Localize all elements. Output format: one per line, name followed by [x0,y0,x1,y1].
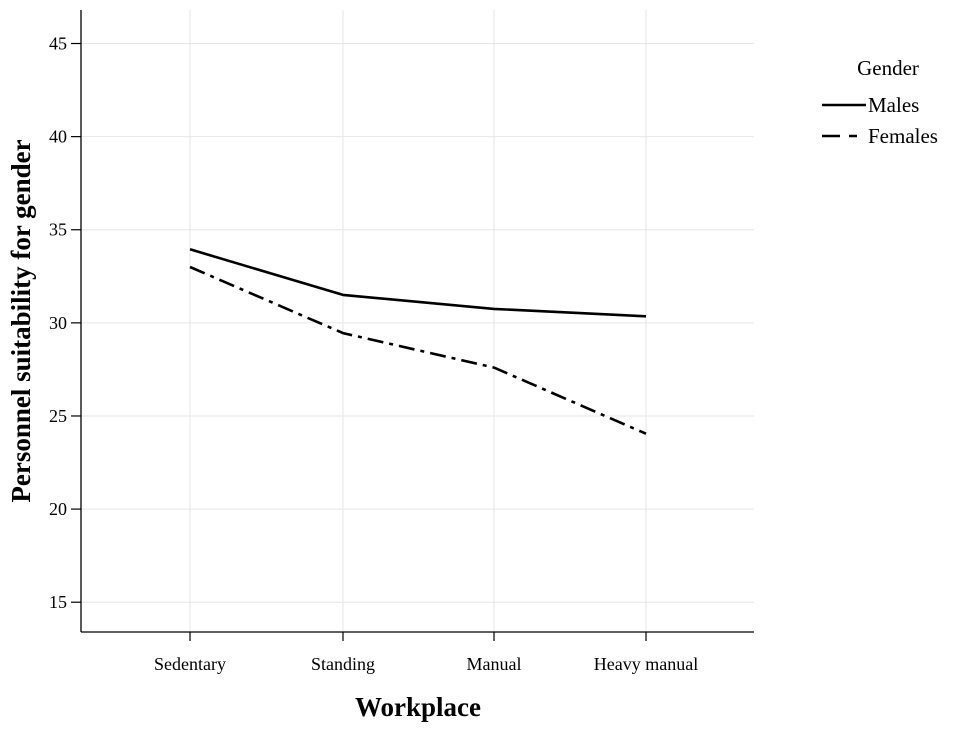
y-tick-label: 40 [49,127,67,147]
x-tick-label: Sedentary [154,654,226,674]
series-line-females [189,265,647,435]
legend-label-females: Females [868,124,938,148]
y-axis-title: Personnel suitability for gender [6,139,36,502]
x-tick-label: Heavy manual [594,654,698,674]
y-ticks: 15 20 25 30 35 40 45 [49,34,81,612]
axes [80,10,754,633]
x-tick-label: Standing [311,654,375,674]
series-lines [189,248,647,435]
legend: Gender Males Females [822,56,938,148]
y-tick-label: 25 [49,406,67,426]
legend-items: Males Females [822,93,938,148]
x-ticks: Sedentary Standing Manual Heavy manual [154,632,698,674]
y-tick-label: 45 [49,34,67,54]
y-tick-label: 15 [49,592,67,612]
y-tick-label: 30 [49,313,67,333]
series-line-males [189,248,647,318]
legend-label-males: Males [868,93,919,117]
x-tick-label: Manual [467,654,522,674]
grid-lines [81,10,754,632]
y-tick-label: 20 [49,499,67,519]
legend-title: Gender [857,56,919,80]
y-tick-label: 35 [49,220,67,240]
x-axis-title: Workplace [355,692,481,722]
